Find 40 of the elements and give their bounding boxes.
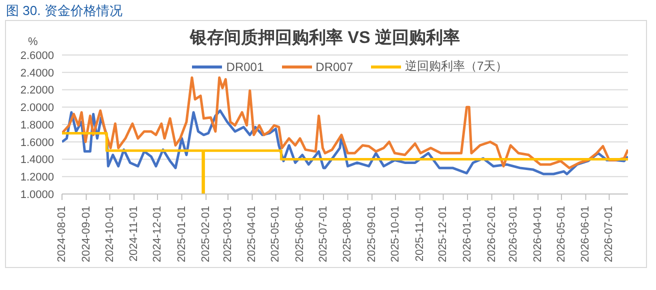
legend-label: 逆回购利率（7天） xyxy=(405,58,508,75)
legend-label: DR001 xyxy=(226,60,264,74)
x-tick-label: 2025-09-01 xyxy=(366,206,378,262)
x-tick-label: 2025-11-01 xyxy=(414,206,426,262)
x-tick-label: 2026-03-01 xyxy=(508,206,520,262)
y-tick-label: 1.2000 xyxy=(20,172,54,184)
y-tick-label: 2.0000 xyxy=(20,102,54,114)
x-tick-label: 2025-02-01 xyxy=(200,206,212,262)
x-tick-label: 2026-06-01 xyxy=(580,206,592,262)
x-tick-label: 2025-07-01 xyxy=(317,206,330,262)
x-tick-label: 2026-07-01 xyxy=(603,206,616,262)
legend-label: DR007 xyxy=(316,60,354,74)
x-tick-label: 2024-10-01 xyxy=(104,206,116,262)
x-tick-label: 2025-01-01 xyxy=(176,206,188,262)
y-tick-label: 2.2000 xyxy=(20,84,54,97)
x-tick-label: 2025-06-01 xyxy=(294,206,306,262)
x-tick-label: 2025-08-01 xyxy=(342,206,354,262)
y-axis-title: % xyxy=(28,36,38,48)
y-tick-label: 1.6000 xyxy=(20,136,54,149)
y-tick-label: 2.6000 xyxy=(20,50,54,62)
x-tick-label: 2026-01-01 xyxy=(462,206,474,262)
y-tick-label: 1.8000 xyxy=(20,119,54,132)
chart-title: 图 30. 资金价格情况 xyxy=(6,2,122,20)
x-tick-label: 2025-03-01 xyxy=(222,206,234,262)
y-tick-label: 1.4000 xyxy=(20,154,54,166)
x-tick-label: 2025-10-01 xyxy=(389,206,402,262)
line-series xyxy=(62,76,628,170)
x-tick-label: 2025-05-01 xyxy=(270,206,282,262)
x-tick-label: 2025-12-01 xyxy=(437,206,450,262)
x-tick-label: 2024-08-01 xyxy=(56,206,68,262)
x-tick-label: 2024-09-01 xyxy=(80,206,92,262)
x-tick-label: 2026-05-01 xyxy=(555,206,568,262)
chart-subtitle: 银存间质押回购利率 VS 逆回购利率 xyxy=(190,28,460,47)
x-tick-label: 2026-04-01 xyxy=(532,206,544,262)
x-tick-label: 2024-12-01 xyxy=(152,206,164,262)
x-tick-label: 2026-02-01 xyxy=(486,206,498,262)
x-tick-label: 2025-04-01 xyxy=(246,206,258,262)
y-tick-label: 2.4000 xyxy=(20,67,54,80)
y-tick-label: 1.0000 xyxy=(20,188,54,201)
x-tick-label: 2024-11-01 xyxy=(128,206,140,262)
